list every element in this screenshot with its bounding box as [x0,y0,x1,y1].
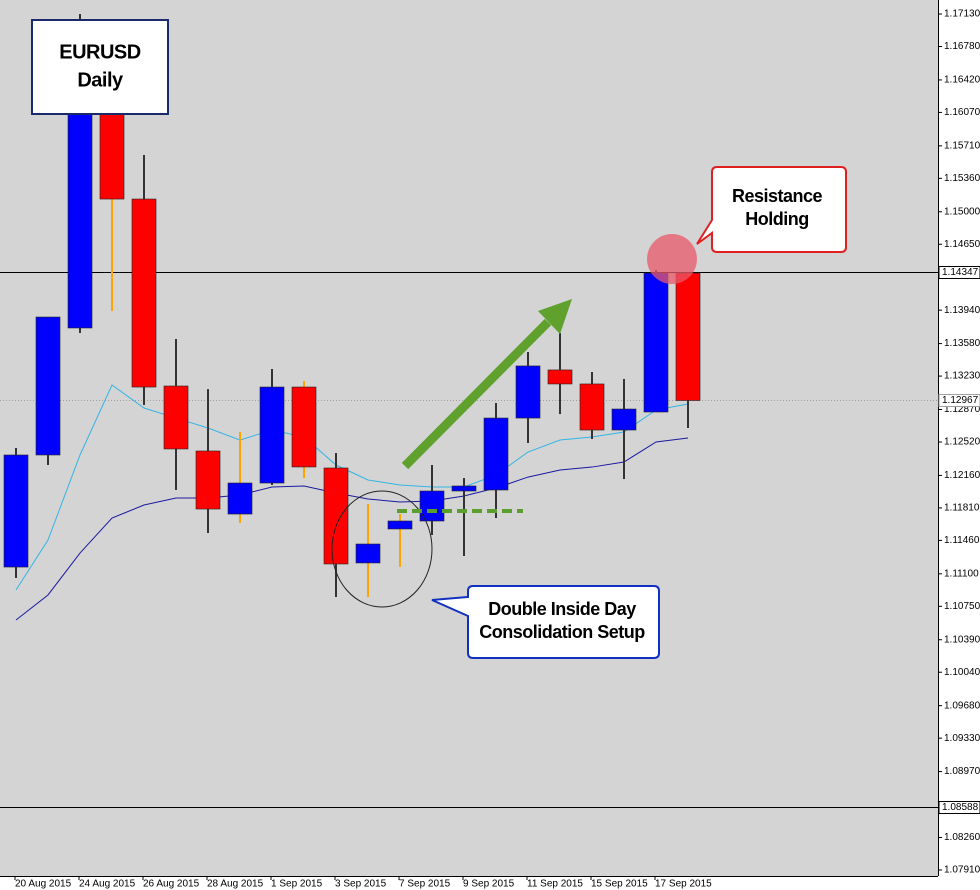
candle-body [419,490,445,522]
plot-background [0,0,938,876]
y-tick-label: 1.09680 [944,700,980,711]
candle-body [163,385,189,450]
y-tick-label: 1.12160 [944,470,980,481]
title-timeframe: Daily [77,69,124,91]
moving-average [15,384,689,591]
callout-text: Holding [745,209,808,229]
candle-body [195,450,221,510]
y-tick-label: 1.15710 [944,140,980,151]
x-tick-label: 1 Sep 2015 [271,879,323,890]
candle-body [483,417,509,491]
y-tick-label: 1.15360 [944,173,980,184]
annotation-layer: EURUSD Daily Resistance Holding Double I… [31,19,847,659]
y-tick-label: 1.10040 [944,667,980,678]
y-tick-label: 1.10390 [944,634,980,645]
y-tick-label: 1.11460 [944,535,980,546]
candle-body [67,100,93,329]
candle-body [451,485,477,492]
candle-body [643,272,669,413]
candle-body [323,467,349,565]
candle-body [131,198,157,388]
trend-arrow-shaft [401,318,552,470]
title-box [31,19,169,115]
callout-text: Resistance [732,186,823,206]
highlight-ellipse [331,490,433,608]
setup-callout [431,585,660,659]
y-tick-label: 1.13940 [944,305,980,316]
price-label: 1.12967 [942,395,979,406]
candle-body [99,100,125,200]
x-tick-label: 11 Sep 2015 [527,879,583,890]
y-tick-label: 1.16420 [944,75,980,86]
y-tick-label: 1.13580 [944,338,980,349]
callout-text: Consolidation Setup [479,622,645,642]
x-tick-label: 3 Sep 2015 [335,879,387,890]
candle-body [611,408,637,431]
callout-text: Double Inside Day [488,599,636,619]
x-tick-label: 9 Sep 2015 [463,879,515,890]
y-tick-label: 1.08260 [944,832,980,843]
x-tick-label: 7 Sep 2015 [399,879,451,890]
candle-body [547,369,573,385]
price-label-box [938,394,980,407]
price-label-box [938,266,980,279]
y-tick-label: 1.07910 [944,865,980,876]
trend-arrow-head [538,299,572,334]
candle-body [259,386,285,484]
x-tick-label: 28 Aug 2015 [207,879,264,890]
title-symbol: EURUSD [59,41,141,63]
x-tick-label: 24 Aug 2015 [79,879,136,890]
plot-layer [0,14,938,808]
candle-body [227,482,253,515]
candle-body [675,272,701,401]
y-tick-label: 1.08970 [944,766,980,777]
candle-body [515,365,541,419]
y-tick-label: 1.11100 [944,568,979,579]
candle-body [291,386,317,468]
x-tick-label: 26 Aug 2015 [143,879,200,890]
candle-body [387,520,413,530]
y-tick-label: 1.10750 [944,601,980,612]
candle-body [3,454,29,568]
candle-body [579,383,605,431]
candle-body [355,543,381,564]
moving-average [15,437,689,621]
x-tick-label: 15 Sep 2015 [591,879,648,890]
candle-body [35,316,61,456]
resistance-marker [647,234,697,284]
price-label-box [938,801,980,814]
price-label: 1.08588 [942,802,979,813]
y-tick-label: 1.17130 [944,9,980,20]
resistance-callout [696,166,847,253]
y-tick-label: 1.16780 [944,41,980,52]
x-tick-label: 17 Sep 2015 [655,879,712,890]
y-tick-label: 1.14650 [944,239,980,250]
y-tick-label: 1.09330 [944,733,980,744]
y-tick-label: 1.12520 [944,437,980,448]
y-tick-label: 1.15000 [944,206,980,217]
y-tick-label: 1.11810 [944,503,980,514]
y-tick-label: 1.16070 [944,107,980,118]
y-tick-label: 1.12870 [944,404,980,415]
y-tick-label: 1.13230 [944,371,980,382]
x-tick-label: 20 Aug 2015 [15,879,72,890]
price-label: 1.14347 [942,267,979,278]
